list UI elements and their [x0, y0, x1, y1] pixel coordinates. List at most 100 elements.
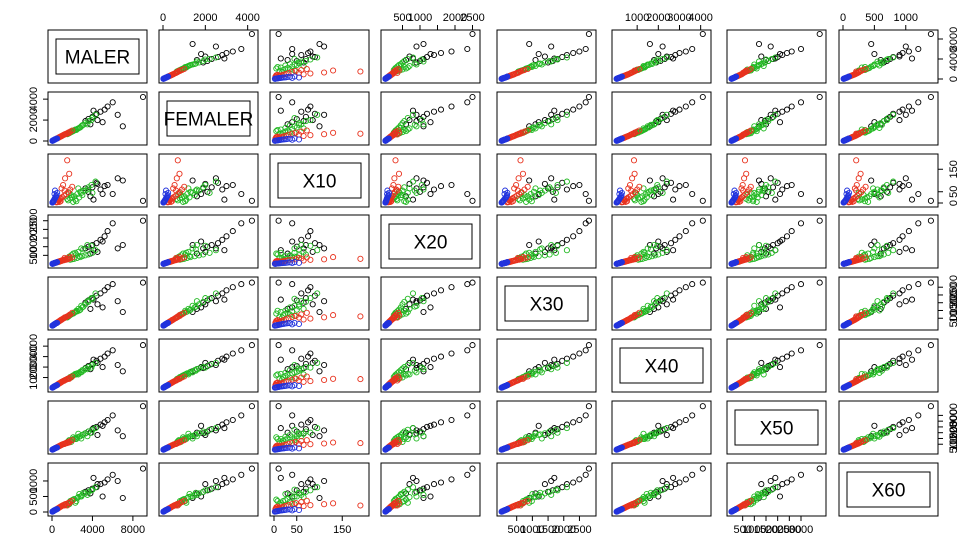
point-x10-vs-x20-1 [464, 190, 471, 198]
point-x30-vs-x10-55 [330, 312, 337, 319]
point-x20-vs-x30-25 [548, 241, 555, 249]
point-x20-vs-maler-75 [51, 259, 58, 267]
point-x30-vs-x50-34 [759, 303, 766, 310]
diagonal-box-femaler [166, 100, 251, 137]
point-femaler-vs-x40-1 [689, 99, 696, 106]
point-x40-vs-x10-15 [314, 359, 321, 366]
point-x10-vs-x30-34 [537, 187, 544, 194]
point-x20-vs-maler-13 [119, 241, 126, 249]
point-x40-vs-x30-71 [498, 384, 505, 391]
point-femaler-vs-x40-0 [699, 93, 706, 101]
point-x10-vs-maler-0 [139, 197, 147, 204]
point-femaler-vs-x20-73 [385, 135, 392, 142]
point-x10-vs-x30-71 [498, 199, 505, 206]
point-x20-vs-x30-71 [498, 260, 505, 267]
point-x10-vs-x50-36 [750, 198, 757, 205]
point-femaler-vs-x20-30 [402, 128, 410, 135]
point-x20-vs-x10-28 [307, 242, 314, 249]
point-x30-vs-x20-15 [409, 290, 417, 297]
point-x30-vs-femaler-2 [229, 284, 236, 291]
point-x40-vs-maler-75 [51, 383, 58, 390]
point-maler-vs-x40-17 [655, 57, 662, 65]
point-x30-vs-x20-4 [430, 290, 438, 297]
point-x40-vs-x10-11 [309, 359, 316, 366]
point-maler-vs-x60-2 [905, 48, 912, 55]
point-x10-vs-x20-55 [395, 170, 403, 177]
point-femaler-vs-x60-75 [843, 136, 850, 143]
point-x20-vs-x40-1 [689, 220, 696, 227]
diagonal-box-x30 [504, 285, 589, 322]
point-x40-vs-x50-59 [740, 377, 747, 384]
point-x40-vs-x10-38 [303, 373, 310, 380]
point-x10-vs-x50-48 [741, 157, 749, 164]
point-x10-vs-x40-5 [667, 179, 675, 186]
point-x10-vs-x50-59 [740, 187, 747, 194]
point-x40-vs-x50-34 [759, 367, 766, 374]
point-femaler-vs-x30-14 [551, 107, 558, 114]
point-x30-vs-x60-10 [871, 304, 878, 311]
point-femaler-vs-x60-1 [915, 99, 922, 106]
point-maler-vs-x30-28 [554, 56, 561, 63]
point-x10-vs-maler-13 [119, 177, 126, 184]
point-x20-vs-x60-10 [871, 238, 878, 245]
point-x50-vs-x10-34 [295, 431, 303, 438]
point-x30-vs-x50-3 [783, 287, 791, 294]
point-x30-vs-maler-16 [89, 295, 96, 302]
point-femaler-vs-x60-2 [905, 103, 912, 110]
point-x40-vs-x60-14 [908, 356, 916, 363]
point-maler-vs-x20-4 [430, 51, 438, 59]
point-femaler-vs-x20-28 [418, 117, 425, 124]
y-tick-label-femaler-0: 0 [28, 138, 40, 144]
point-x20-vs-x30-38 [524, 254, 531, 261]
point-x10-vs-maler-74 [51, 187, 59, 194]
point-femaler-vs-x30-75 [501, 136, 508, 143]
point-x40-vs-maler-0 [139, 342, 147, 349]
point-x10-vs-femaler-15 [212, 178, 219, 185]
point-x50-vs-maler-9 [114, 427, 121, 434]
point-x10-vs-x30-33 [529, 194, 536, 201]
point-x10-vs-x50-71 [728, 199, 735, 206]
point-x40-vs-x10-55 [330, 375, 337, 382]
point-maler-vs-femaler-16 [206, 55, 213, 63]
variable-label-x30: X30 [530, 295, 564, 316]
point-x20-vs-x60-15 [890, 247, 897, 254]
point-x20-vs-x10-2 [307, 228, 314, 235]
point-x30-vs-x60-11 [896, 301, 903, 308]
point-x40-vs-x30-11 [541, 359, 548, 366]
point-x10-vs-x30-16 [552, 189, 559, 196]
point-x10-vs-x30-30 [523, 198, 530, 205]
point-x40-vs-femaler-75 [162, 383, 169, 390]
point-x40-vs-x60-59 [853, 377, 860, 384]
point-x40-vs-x20-4 [430, 355, 438, 362]
point-x30-vs-x50-0 [816, 279, 823, 286]
point-femaler-vs-x40-14 [670, 107, 677, 114]
point-maler-vs-x60-10 [871, 50, 878, 58]
point-x40-vs-maler-15 [92, 359, 99, 366]
y-tick-label-x30-4: 2500 [948, 275, 960, 299]
point-x50-vs-maler-59 [61, 440, 68, 448]
point-maler-vs-x60-13 [868, 40, 875, 48]
point-maler-vs-x50-13 [755, 40, 763, 48]
point-maler-vs-x10-15 [314, 54, 321, 61]
point-x30-vs-maler-3 [101, 287, 108, 294]
point-maler-vs-x40-59 [628, 69, 635, 76]
point-x20-vs-x30-16 [552, 249, 559, 256]
point-x40-vs-x10-3 [305, 353, 312, 360]
point-x10-vs-femaler-34 [192, 187, 199, 194]
point-x20-vs-x60-11 [896, 248, 903, 255]
point-x10-vs-x40-13 [646, 177, 653, 184]
point-x40-vs-x20-5 [423, 357, 431, 364]
point-x50-vs-maler-75 [51, 445, 58, 452]
point-maler-vs-x10-50 [307, 70, 314, 77]
point-x10-vs-x40-27 [640, 185, 647, 192]
point-x50-vs-x10-13 [316, 433, 323, 440]
point-x50-vs-femaler-10 [198, 422, 205, 429]
panel-x50-x20 [380, 400, 481, 455]
point-x30-vs-x10-11 [309, 301, 316, 308]
point-x20-vs-femaler-34 [192, 246, 199, 253]
point-femaler-vs-x20-4 [430, 108, 438, 115]
point-x40-vs-femaler-16 [206, 361, 213, 369]
point-maler-vs-femaler-0 [248, 30, 255, 38]
point-x40-vs-x50-55 [743, 375, 750, 382]
point-maler-vs-x50-25 [755, 58, 763, 65]
